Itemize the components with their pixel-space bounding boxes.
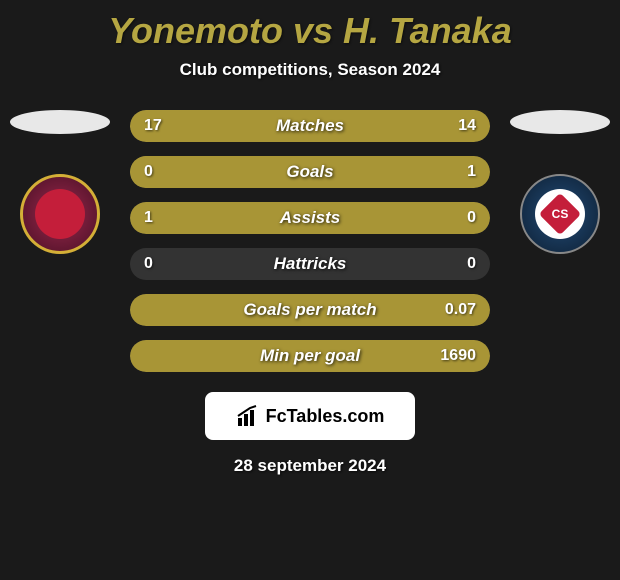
left-player-column [10, 110, 110, 254]
stat-value-right: 1 [467, 163, 476, 181]
stat-value-left: 0 [144, 255, 153, 273]
stat-bar: Goals per match 0.07 [130, 294, 490, 326]
stat-bar: 1 Assists 0 [130, 202, 490, 234]
stat-bar: Min per goal 1690 [130, 340, 490, 372]
page-title: Yonemoto vs H. Tanaka [0, 10, 620, 52]
stat-label: Min per goal [260, 346, 360, 366]
stat-label: Goals per match [243, 300, 376, 320]
stat-value-left: 17 [144, 117, 162, 135]
stat-bar: 0 Hattricks 0 [130, 248, 490, 280]
right-player-column [510, 110, 610, 254]
stats-column: 17 Matches 14 0 Goals 1 1 Assists 0 0 Hattricks 0 Go… [130, 110, 490, 372]
stat-value-right: 0.07 [445, 301, 476, 319]
site-name: FcTables.com [266, 406, 385, 427]
subtitle: Club competitions, Season 2024 [0, 60, 620, 80]
player-placeholder-left [10, 110, 110, 134]
site-logo[interactable]: FcTables.com [205, 392, 415, 440]
stat-label: Assists [280, 208, 340, 228]
stat-value-right: 14 [458, 117, 476, 135]
stat-value-left: 1 [144, 209, 153, 227]
stat-bar: 0 Goals 1 [130, 156, 490, 188]
content-area: 17 Matches 14 0 Goals 1 1 Assists 0 0 Hattricks 0 Go… [0, 110, 620, 372]
stat-value-left: 0 [144, 163, 153, 181]
stat-label: Hattricks [274, 254, 347, 274]
consadole-sapporo-icon [535, 189, 585, 239]
stat-value-right: 0 [467, 209, 476, 227]
team-badge-left [20, 174, 100, 254]
chart-icon [236, 404, 260, 428]
stat-value-right: 1690 [440, 347, 476, 365]
team-badge-right [520, 174, 600, 254]
stat-label: Matches [276, 116, 344, 136]
footer-date: 28 september 2024 [0, 456, 620, 476]
stat-bar: 17 Matches 14 [130, 110, 490, 142]
player-placeholder-right [510, 110, 610, 134]
infographic-container: Yonemoto vs H. Tanaka Club competitions,… [0, 0, 620, 580]
kyoto-sanga-icon [35, 189, 85, 239]
stat-value-right: 0 [467, 255, 476, 273]
stat-label: Goals [286, 162, 333, 182]
